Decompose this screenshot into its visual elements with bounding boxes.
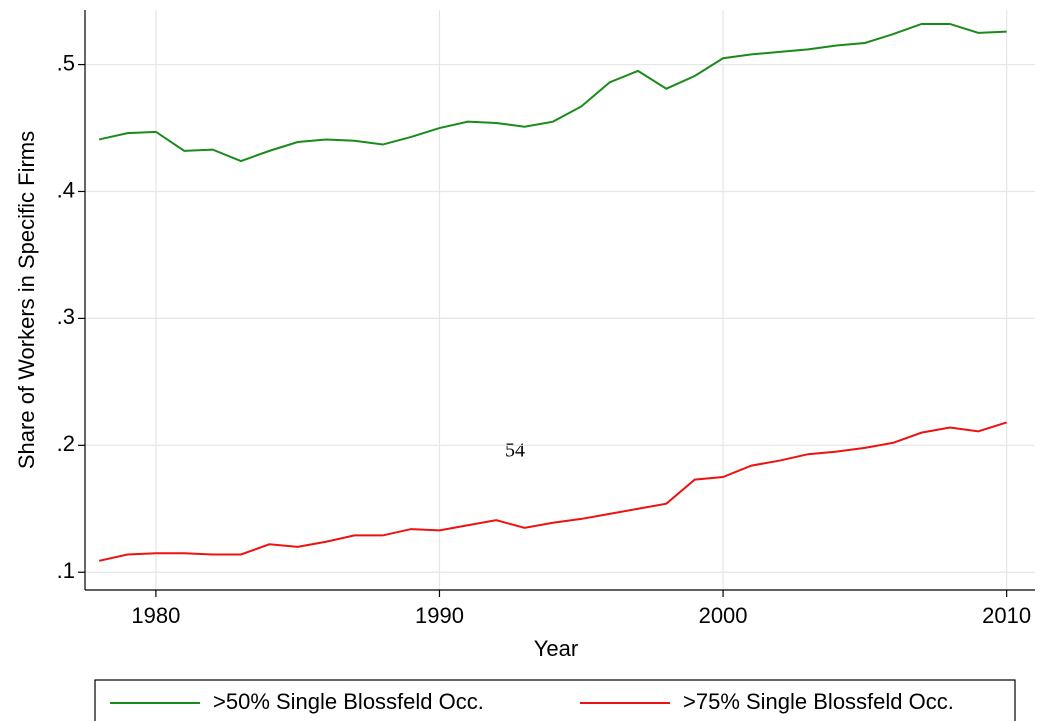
x-axis-label: Year (534, 636, 578, 661)
y-tick-label: .1 (57, 558, 75, 583)
x-tick-label: 2010 (982, 603, 1031, 628)
series-line (98, 421, 1007, 562)
legend-label: >50% Single Blossfeld Occ. (213, 689, 484, 714)
y-tick-label: .3 (57, 304, 75, 329)
annotation: 54 (505, 440, 525, 462)
y-axis-label: Share of Workers in Specific Firms (14, 131, 39, 469)
y-tick-label: .2 (57, 431, 75, 456)
y-tick-label: .4 (57, 177, 75, 202)
legend-label: >75% Single Blossfeld Occ. (683, 689, 954, 714)
x-tick-label: 1990 (415, 603, 464, 628)
series-line (98, 22, 1007, 163)
y-tick-label: .5 (57, 50, 75, 75)
legend-box (94, 679, 1016, 721)
x-tick-label: 1980 (131, 603, 180, 628)
x-tick-label: 2000 (699, 603, 748, 628)
